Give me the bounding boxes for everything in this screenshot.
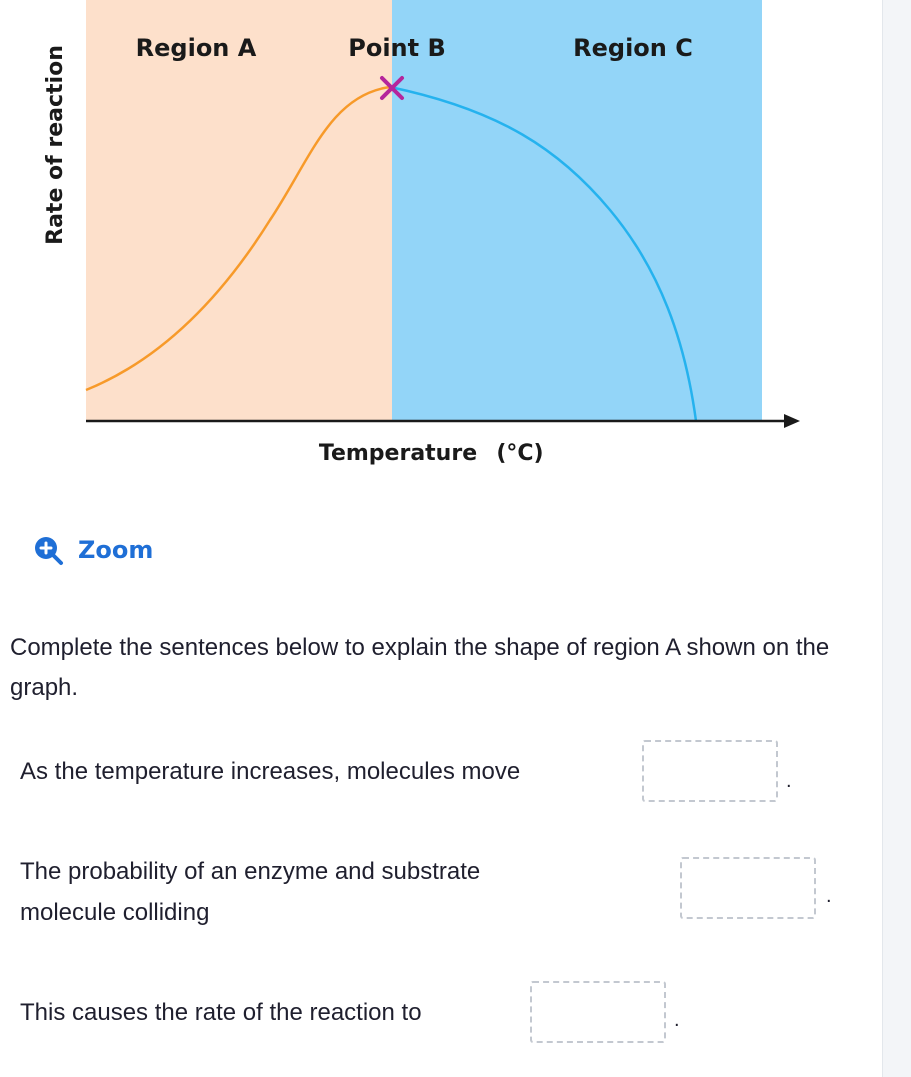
y-axis-label: Rate of reaction [43,45,68,245]
sentence-2-period: . [826,885,832,907]
sentence-1-period: . [786,770,792,792]
graph-svg: Region A Point B Region C Rate of reacti… [43,0,800,466]
answer-blank-1[interactable] [642,740,778,802]
zoom-in-icon [35,537,63,565]
answer-blank-2[interactable] [680,857,816,919]
sentence-3: This causes the rate of the reaction to [20,999,422,1026]
region-c-label: Region C [573,34,693,62]
sentence-2-line-2: molecule colliding [20,899,210,926]
question-text: Complete the sentences below to explain … [10,634,830,701]
sentence-1: As the temperature increases, molecules … [20,758,521,785]
x-axis-label: Temperature [319,441,477,466]
zoom-button[interactable]: Zoom [32,534,153,566]
answer-blank-3[interactable] [530,981,666,1043]
x-axis-arrow [784,414,800,428]
point-b-marker [380,76,404,100]
sentence-2-line-1: The probability of an enzyme and substra… [20,858,481,885]
falling-curve [389,85,698,422]
rising-curve [85,85,391,392]
rate-temperature-graph: Region A Point B Region C Rate of reacti… [0,0,820,490]
x-axis-unit: (°C) [496,441,543,466]
region-a-area [86,0,392,421]
region-c-area [392,0,762,421]
region-a-label: Region A [136,34,257,62]
right-gutter [882,0,911,1077]
point-b-label: Point B [348,34,446,62]
sentence-3-period: . [674,1009,680,1031]
zoom-label: Zoom [78,536,154,564]
